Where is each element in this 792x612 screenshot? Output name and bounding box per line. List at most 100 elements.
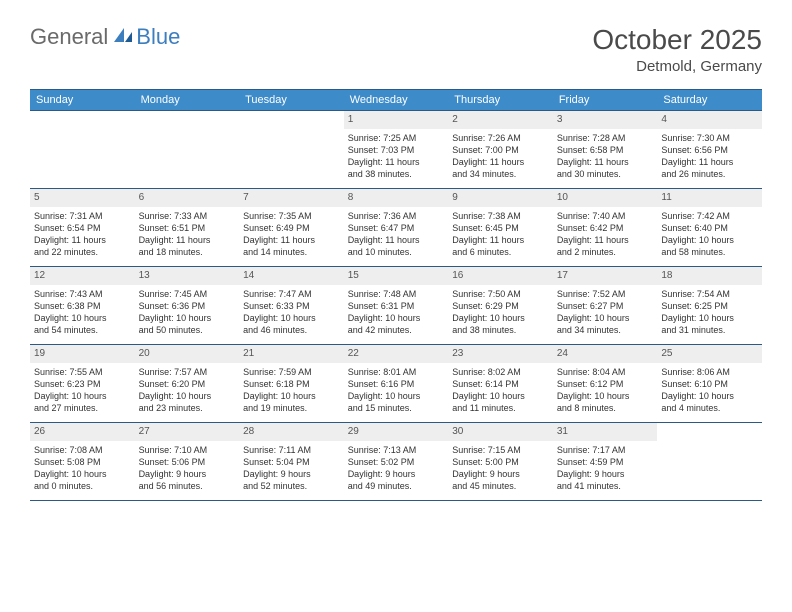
calendar-cell: 1Sunrise: 7:25 AMSunset: 7:03 PMDaylight… [344, 111, 449, 189]
sunrise-text: Sunrise: 7:30 AM [661, 132, 758, 144]
sunset-text: Sunset: 5:08 PM [34, 456, 131, 468]
day-number: 22 [344, 345, 449, 363]
daylight-text: Daylight: 10 hours [661, 390, 758, 402]
daylight-text: Daylight: 9 hours [243, 468, 340, 480]
daylight-text: and 26 minutes. [661, 168, 758, 180]
col-monday: Monday [135, 90, 240, 111]
calendar-cell: 8Sunrise: 7:36 AMSunset: 6:47 PMDaylight… [344, 189, 449, 267]
daylight-text: Daylight: 10 hours [34, 468, 131, 480]
calendar-row: 12Sunrise: 7:43 AMSunset: 6:38 PMDayligh… [30, 267, 762, 345]
sunrise-text: Sunrise: 7:54 AM [661, 288, 758, 300]
sunrise-text: Sunrise: 7:38 AM [452, 210, 549, 222]
sunset-text: Sunset: 6:14 PM [452, 378, 549, 390]
daylight-text: Daylight: 10 hours [34, 312, 131, 324]
day-number: 9 [448, 189, 553, 207]
daylight-text: Daylight: 11 hours [243, 234, 340, 246]
daylight-text: and 41 minutes. [557, 480, 654, 492]
day-number: 2 [448, 111, 553, 129]
day-number: 27 [135, 423, 240, 441]
location-label: Detmold, Germany [592, 58, 762, 75]
sunrise-text: Sunrise: 8:04 AM [557, 366, 654, 378]
daylight-text: and 45 minutes. [452, 480, 549, 492]
calendar-cell: 28Sunrise: 7:11 AMSunset: 5:04 PMDayligh… [239, 423, 344, 501]
day-number: 23 [448, 345, 553, 363]
sunrise-text: Sunrise: 7:59 AM [243, 366, 340, 378]
daylight-text: and 18 minutes. [139, 246, 236, 258]
sunset-text: Sunset: 6:23 PM [34, 378, 131, 390]
sunset-text: Sunset: 6:33 PM [243, 300, 340, 312]
calendar-cell: 9Sunrise: 7:38 AMSunset: 6:45 PMDaylight… [448, 189, 553, 267]
sunset-text: Sunset: 6:31 PM [348, 300, 445, 312]
col-friday: Friday [553, 90, 658, 111]
sunset-text: Sunset: 7:03 PM [348, 144, 445, 156]
sunrise-text: Sunrise: 8:01 AM [348, 366, 445, 378]
sunset-text: Sunset: 6:25 PM [661, 300, 758, 312]
col-saturday: Saturday [657, 90, 762, 111]
sunset-text: Sunset: 6:36 PM [139, 300, 236, 312]
calendar-cell: 3Sunrise: 7:28 AMSunset: 6:58 PMDaylight… [553, 111, 658, 189]
calendar-cell: 22Sunrise: 8:01 AMSunset: 6:16 PMDayligh… [344, 345, 449, 423]
calendar-cell: 16Sunrise: 7:50 AMSunset: 6:29 PMDayligh… [448, 267, 553, 345]
day-number: 30 [448, 423, 553, 441]
sunrise-text: Sunrise: 7:52 AM [557, 288, 654, 300]
sunset-text: Sunset: 6:29 PM [452, 300, 549, 312]
daylight-text: Daylight: 11 hours [34, 234, 131, 246]
daylight-text: and 34 minutes. [557, 324, 654, 336]
daylight-text: Daylight: 10 hours [557, 390, 654, 402]
daylight-text: and 56 minutes. [139, 480, 236, 492]
col-sunday: Sunday [30, 90, 135, 111]
daylight-text: Daylight: 9 hours [139, 468, 236, 480]
day-number: 6 [135, 189, 240, 207]
calendar-row: 5Sunrise: 7:31 AMSunset: 6:54 PMDaylight… [30, 189, 762, 267]
day-number: 15 [344, 267, 449, 285]
sunset-text: Sunset: 6:51 PM [139, 222, 236, 234]
sunrise-text: Sunrise: 7:55 AM [34, 366, 131, 378]
daylight-text: Daylight: 10 hours [243, 390, 340, 402]
calendar-row: 19Sunrise: 7:55 AMSunset: 6:23 PMDayligh… [30, 345, 762, 423]
sunrise-text: Sunrise: 7:36 AM [348, 210, 445, 222]
daylight-text: Daylight: 10 hours [243, 312, 340, 324]
calendar-cell: 17Sunrise: 7:52 AMSunset: 6:27 PMDayligh… [553, 267, 658, 345]
daylight-text: Daylight: 9 hours [452, 468, 549, 480]
sunrise-text: Sunrise: 7:48 AM [348, 288, 445, 300]
calendar-cell: 10Sunrise: 7:40 AMSunset: 6:42 PMDayligh… [553, 189, 658, 267]
sunrise-text: Sunrise: 7:57 AM [139, 366, 236, 378]
calendar-cell [135, 111, 240, 189]
daylight-text: Daylight: 9 hours [557, 468, 654, 480]
sunrise-text: Sunrise: 7:33 AM [139, 210, 236, 222]
sunset-text: Sunset: 6:38 PM [34, 300, 131, 312]
sunrise-text: Sunrise: 7:43 AM [34, 288, 131, 300]
sunset-text: Sunset: 6:16 PM [348, 378, 445, 390]
day-number: 4 [657, 111, 762, 129]
sunset-text: Sunset: 5:06 PM [139, 456, 236, 468]
daylight-text: and 46 minutes. [243, 324, 340, 336]
calendar-cell: 2Sunrise: 7:26 AMSunset: 7:00 PMDaylight… [448, 111, 553, 189]
sunrise-text: Sunrise: 7:26 AM [452, 132, 549, 144]
calendar-cell [657, 423, 762, 501]
day-number: 7 [239, 189, 344, 207]
daylight-text: and 31 minutes. [661, 324, 758, 336]
day-number: 31 [553, 423, 658, 441]
sunrise-text: Sunrise: 7:45 AM [139, 288, 236, 300]
day-number: 28 [239, 423, 344, 441]
calendar-cell: 26Sunrise: 7:08 AMSunset: 5:08 PMDayligh… [30, 423, 135, 501]
daylight-text: and 38 minutes. [452, 324, 549, 336]
calendar-cell [30, 111, 135, 189]
sunset-text: Sunset: 4:59 PM [557, 456, 654, 468]
logo-text-general: General [30, 24, 108, 50]
daylight-text: Daylight: 11 hours [452, 234, 549, 246]
daylight-text: Daylight: 11 hours [557, 234, 654, 246]
day-number: 3 [553, 111, 658, 129]
day-number: 10 [553, 189, 658, 207]
daylight-text: Daylight: 11 hours [348, 156, 445, 168]
calendar-cell: 31Sunrise: 7:17 AMSunset: 4:59 PMDayligh… [553, 423, 658, 501]
daylight-text: Daylight: 10 hours [452, 312, 549, 324]
sunset-text: Sunset: 6:18 PM [243, 378, 340, 390]
calendar-cell: 4Sunrise: 7:30 AMSunset: 6:56 PMDaylight… [657, 111, 762, 189]
daylight-text: and 34 minutes. [452, 168, 549, 180]
col-wednesday: Wednesday [344, 90, 449, 111]
daylight-text: and 0 minutes. [34, 480, 131, 492]
calendar-cell: 29Sunrise: 7:13 AMSunset: 5:02 PMDayligh… [344, 423, 449, 501]
daylight-text: and 52 minutes. [243, 480, 340, 492]
sunset-text: Sunset: 5:00 PM [452, 456, 549, 468]
